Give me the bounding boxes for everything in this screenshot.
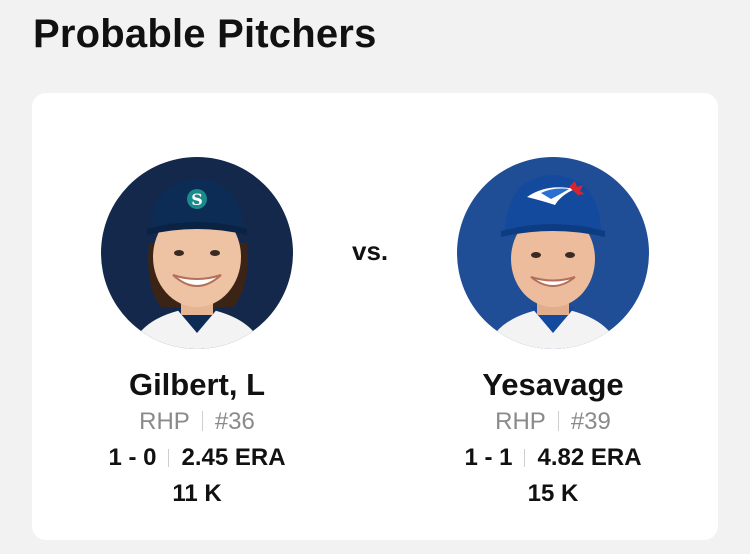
pitcher-home-throws: RHP xyxy=(495,408,546,435)
pitcher-home-avatar[interactable] xyxy=(457,157,649,349)
divider xyxy=(201,411,203,431)
pitcher-away-record: 1 - 0 xyxy=(108,444,157,471)
svg-text:S: S xyxy=(191,190,203,209)
pitcher-home-stats: 1 - 1 4.82 ERA xyxy=(423,443,683,473)
pitcher-away-number: #36 xyxy=(214,408,255,435)
pitcher-home[interactable]: Yesavage RHP #39 1 - 1 4.82 ERA 15 K xyxy=(423,157,683,509)
pitcher-home-record: 1 - 1 xyxy=(464,444,513,471)
divider xyxy=(557,411,559,431)
pitcher-away-meta: RHP #36 xyxy=(67,407,327,437)
pitcher-away[interactable]: S Gilbert, L RHP #36 1 - 0 2.45 ERA 11 K xyxy=(67,157,327,509)
pitcher-away-stats: 1 - 0 2.45 ERA xyxy=(67,443,327,473)
pitcher-home-meta: RHP #39 xyxy=(423,407,683,437)
versus-label: vs. xyxy=(352,236,389,266)
pitcher-home-name[interactable]: Yesavage xyxy=(482,367,624,402)
probable-pitchers-card: S Gilbert, L RHP #36 1 - 0 2.45 ERA 11 K v… xyxy=(32,93,718,540)
pitcher-home-strikeouts: 15 K xyxy=(527,480,579,507)
pitcher-away-avatar[interactable]: S xyxy=(101,157,293,349)
page-title: Probable Pitchers xyxy=(33,12,377,56)
divider xyxy=(524,449,526,467)
pitcher-away-strikeouts: 11 K xyxy=(172,480,222,507)
pitcher-home-number: #39 xyxy=(570,408,611,435)
pitcher-home-era: 4.82 ERA xyxy=(537,444,642,471)
pitcher-away-name[interactable]: Gilbert, L xyxy=(128,367,266,402)
pitcher-away-throws: RHP xyxy=(139,408,190,435)
divider xyxy=(168,449,170,467)
pitcher-away-era: 2.45 ERA xyxy=(181,444,286,471)
